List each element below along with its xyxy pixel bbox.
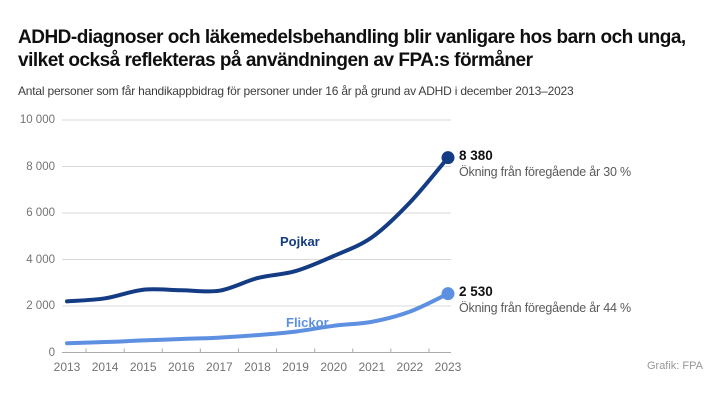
series-label-flickor: Flickor: [286, 315, 329, 330]
end-value-flickor: 2 530: [459, 283, 493, 299]
y-axis-label: 2 000: [26, 300, 55, 312]
x-axis-label: 2023: [434, 360, 462, 374]
y-axis-label: 8 000: [26, 160, 55, 173]
series-end-dot-flickor: [441, 287, 455, 301]
y-axis-label: 0: [48, 346, 55, 359]
x-axis-label: 2018: [244, 360, 271, 374]
x-axis-label: 2019: [282, 360, 309, 374]
chart-title: ADHD-diagnoser och läkemedelsbehandling …: [18, 26, 708, 72]
series-end-dot-pojkar: [441, 151, 455, 165]
chart-title-line1: ADHD-diagnoser och läkemedelsbehandling …: [18, 27, 686, 48]
end-annotation-flickor: 2 530 Ökning från föregående år 44 %: [459, 284, 689, 316]
x-axis-label: 2017: [206, 360, 233, 374]
end-annotation-pojkar: 8 380 Ökning från föregående år 30 %: [459, 148, 689, 180]
x-axis-label: 2014: [91, 360, 119, 374]
chart-subtitle: Antal personer som får handikappbidrag f…: [18, 84, 574, 98]
x-axis-label: 2015: [129, 360, 157, 374]
x-axis-label: 2016: [167, 360, 195, 374]
credit-label: Grafik: FPA: [646, 360, 703, 372]
series-label-pojkar: Pojkar: [280, 234, 320, 249]
x-axis-label: 2021: [358, 360, 386, 374]
y-axis-label: 6 000: [26, 207, 55, 219]
end-note-pojkar: Ökning från föregående år 30 %: [459, 164, 631, 179]
series-line-flickor: [65, 291, 450, 346]
x-axis-label: 2022: [396, 360, 424, 374]
y-axis-label: 10 000: [19, 114, 55, 126]
end-value-pojkar: 8 380: [459, 147, 493, 163]
series-line-pojkar: [65, 155, 450, 304]
x-axis-label: 2020: [320, 360, 348, 374]
y-axis-label: 4 000: [26, 253, 55, 266]
end-note-flickor: Ökning från föregående år 44 %: [459, 300, 631, 315]
x-axis-label: 2013: [53, 360, 81, 374]
chart-title-line2: vilket också reflekteras på användningen…: [18, 50, 533, 71]
